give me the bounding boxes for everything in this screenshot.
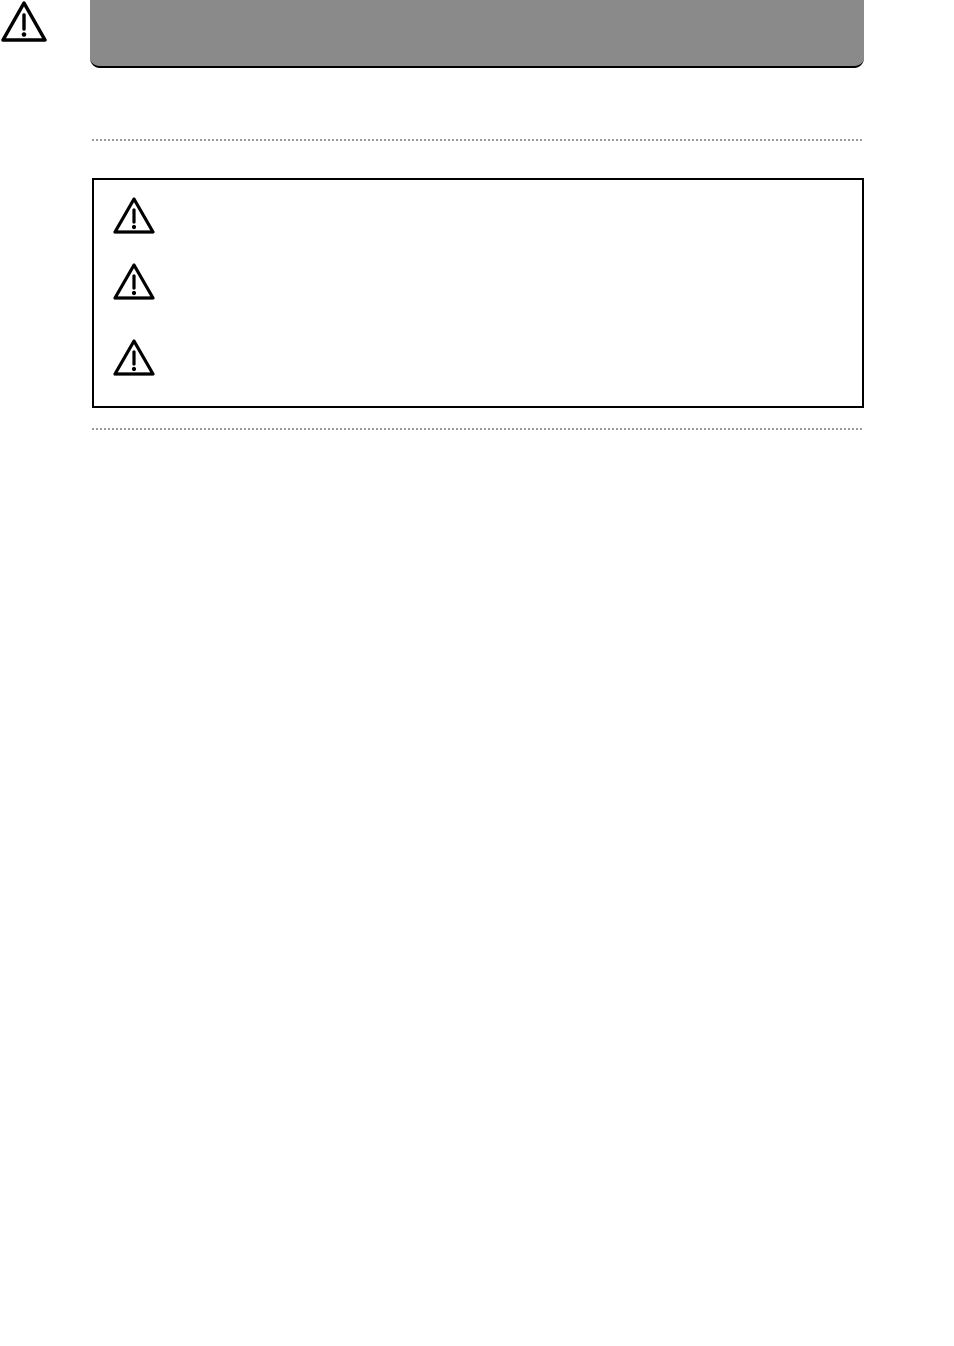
warning-icon-3 <box>112 338 156 378</box>
header-bar <box>90 0 864 68</box>
warning-icon-1 <box>112 196 156 236</box>
warning-icon-standalone <box>0 0 48 44</box>
warning-icon-2 <box>112 262 156 302</box>
page <box>0 0 954 1346</box>
warning-box <box>92 178 864 408</box>
dotted-rule-top <box>92 139 862 141</box>
dotted-rule-bottom <box>92 428 862 430</box>
